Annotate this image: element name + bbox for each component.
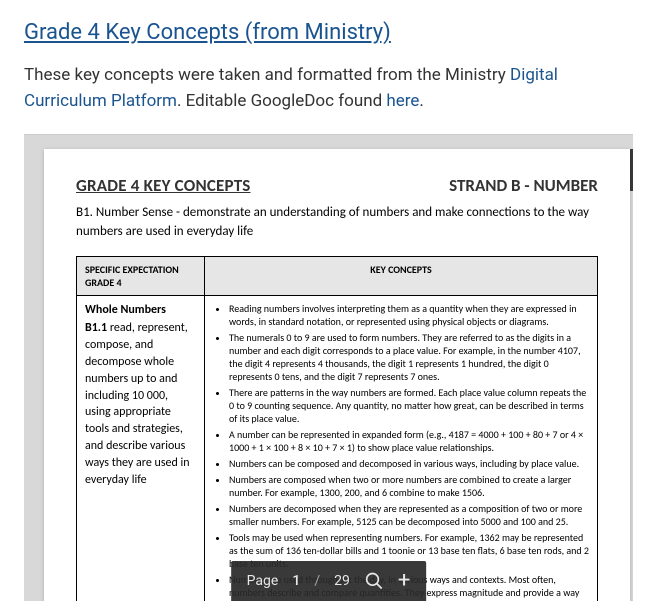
key-concept-bullet: Numbers are decomposed when they are rep… — [229, 502, 589, 528]
doc-subheading: B1. Number Sense - demonstrate an unders… — [76, 204, 598, 242]
pdf-toolbar: Page 1 / 29 + — [231, 561, 427, 601]
googledoc-here-link[interactable]: here — [386, 91, 419, 111]
document-page[interactable]: GRADE 4 KEY CONCEPTS STRAND B - NUMBER B… — [44, 149, 630, 601]
key-concept-bullet: There are patterns in the way numbers ar… — [229, 386, 589, 425]
intro-paragraph: These key concepts were taken and format… — [24, 63, 633, 114]
doc-heading-left: GRADE 4 KEY CONCEPTS — [76, 175, 251, 196]
se-code: B1.1 — [85, 321, 107, 335]
key-concept-bullet: Numbers are composed when two or more nu… — [229, 473, 589, 499]
key-concepts-list: Reading numbers involves interpreting th… — [213, 302, 589, 601]
key-concept-bullet: Reading numbers involves interpreting th… — [229, 302, 589, 328]
intro-text-pre: These key concepts were taken and format… — [24, 65, 510, 85]
table-header-col1: SPECIFIC EXPECTATION GRADE 4 — [77, 256, 205, 295]
zoom-in-button[interactable]: + — [398, 570, 410, 592]
page-title[interactable]: Grade 4 Key Concepts (from Ministry) — [24, 20, 633, 45]
key-concept-bullet: A number can be represented in expanded … — [229, 428, 589, 454]
page-label: Page — [247, 573, 279, 589]
table-header-col2: KEY CONCEPTS — [205, 256, 598, 295]
page-separator: / — [314, 573, 320, 589]
se-body: read, represent, compose, and decompose … — [85, 321, 190, 486]
intro-text-post: . — [419, 91, 423, 111]
key-concepts-table: SPECIFIC EXPECTATION GRADE 4 KEY CONCEPT… — [76, 256, 598, 601]
doc-heading-right: STRAND B - NUMBER — [449, 175, 598, 196]
page-current[interactable]: 1 — [292, 573, 300, 589]
intro-text-mid: . Editable GoogleDoc found — [177, 91, 386, 111]
key-concept-bullet: Numbers can be composed and decomposed i… — [229, 457, 589, 470]
page-total: 29 — [334, 573, 350, 589]
pdf-viewer: GRADE 4 KEY CONCEPTS STRAND B - NUMBER B… — [24, 134, 633, 601]
key-concept-bullet: The numerals 0 to 9 are used to form num… — [229, 331, 589, 383]
table-row: Whole Numbers B1.1 read, represent, comp… — [77, 295, 598, 601]
se-title: Whole Numbers — [85, 302, 196, 319]
zoom-icon[interactable] — [364, 571, 384, 591]
